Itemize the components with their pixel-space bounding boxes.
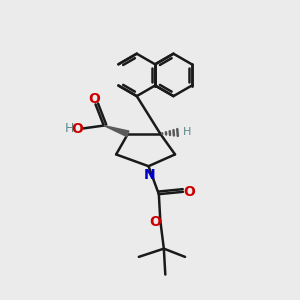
Text: H: H — [64, 122, 74, 135]
Text: H: H — [182, 127, 191, 137]
Text: N: N — [144, 168, 156, 182]
Polygon shape — [104, 126, 129, 136]
Text: O: O — [88, 92, 100, 106]
Text: O: O — [183, 185, 195, 199]
Text: O: O — [149, 215, 161, 229]
Text: O: O — [71, 122, 83, 136]
